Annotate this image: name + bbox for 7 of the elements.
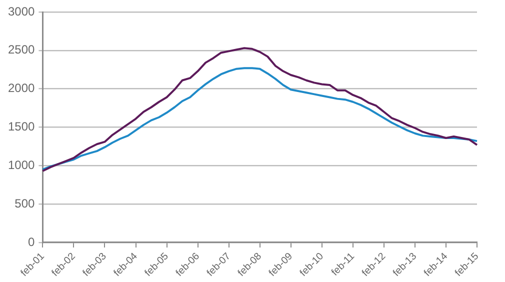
- y-tick-label: 1000: [8, 158, 36, 172]
- y-tick-label: 0: [28, 234, 36, 249]
- y-tick-label: 1500: [8, 120, 36, 134]
- y-tick-label: 2500: [8, 42, 36, 57]
- y-tick-label: 3000: [8, 4, 36, 18]
- y-tick-label: 2000: [8, 81, 36, 96]
- y-tick-label: 500: [14, 196, 36, 210]
